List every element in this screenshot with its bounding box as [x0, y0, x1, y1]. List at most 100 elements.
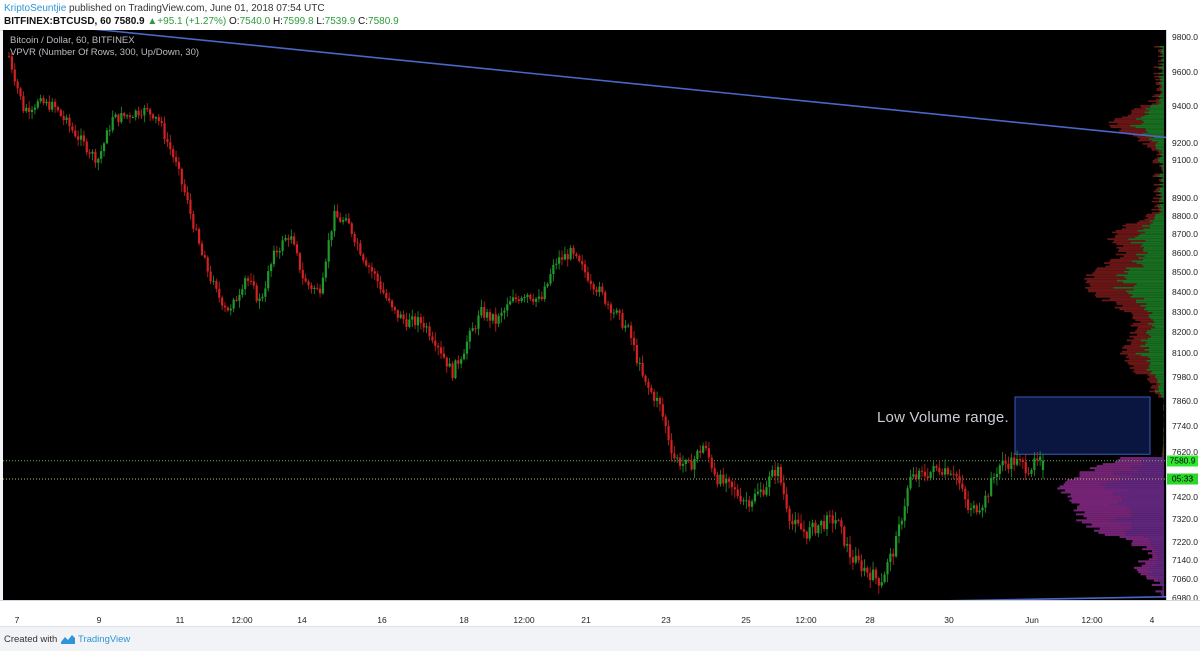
candle-body [748, 500, 750, 506]
candle-body [152, 114, 154, 118]
candle-body [981, 508, 983, 511]
volume-profile-bar-up [1153, 319, 1164, 321]
candle-body [365, 260, 367, 265]
volume-profile-bar-up [1158, 191, 1164, 193]
candle-body [532, 299, 534, 302]
volume-profile-bar-up [1162, 167, 1164, 169]
candle-body [495, 314, 497, 324]
volume-profile-bar-down [1133, 314, 1149, 316]
volume-profile-bar-down [1097, 267, 1126, 269]
volume-profile-bar-up [1124, 271, 1164, 273]
volume-profile-bar-down [1090, 285, 1134, 287]
volume-profile-bar-up [1158, 387, 1164, 389]
volume-profile-bar-down [1148, 380, 1157, 382]
volume-profile-bar-up [1147, 310, 1164, 312]
candle-body [235, 300, 237, 301]
volume-profile-bar-up [1134, 475, 1164, 477]
volume-profile-bar-up [1162, 93, 1164, 95]
volume-profile-bar-down [1162, 54, 1163, 56]
volume-profile-bar-up [1130, 296, 1164, 298]
volume-profile-bar-down [1163, 48, 1164, 50]
candle-body [967, 499, 969, 510]
candle-body [440, 347, 442, 353]
volume-profile-bar-down [1153, 162, 1160, 164]
candle-body [397, 310, 399, 318]
volume-profile-bar-down [1133, 323, 1148, 325]
candle-body [391, 301, 393, 307]
legend-title[interactable]: Bitcoin / Dollar, 60, BITFINEX [10, 35, 199, 47]
candle-body [855, 556, 857, 563]
candle-body [106, 130, 108, 143]
volume-profile-bar-up [1159, 201, 1164, 203]
volume-profile-bar-down [1159, 211, 1162, 213]
candle-body [728, 479, 730, 482]
candle-body [800, 523, 802, 529]
candle-body [264, 288, 266, 296]
candle-body [94, 152, 96, 163]
volume-profile-bar-up [1117, 280, 1164, 282]
volume-profile-bar-down [1123, 245, 1140, 247]
tradingview-link[interactable]: TradingView [78, 634, 130, 645]
candle-body [63, 116, 65, 120]
low-volume-range-box[interactable] [1015, 397, 1150, 454]
candle-body [944, 468, 946, 474]
candle-body [676, 458, 678, 459]
volume-profile-bar-down [1122, 116, 1141, 118]
candle-body [382, 290, 384, 293]
volume-profile-bar-up [1147, 131, 1164, 133]
candle-body [356, 242, 358, 243]
candle-body [633, 338, 635, 345]
chart-legend: Bitcoin / Dollar, 60, BITFINEX VPVR (Num… [10, 35, 199, 59]
volume-profile-bar-down [1065, 481, 1109, 483]
candle-body [886, 562, 888, 574]
volume-profile-bar-up [1128, 273, 1164, 275]
volume-profile-bar-down [1117, 303, 1146, 305]
volume-profile-bar-down [1119, 309, 1143, 311]
candle-body [1019, 459, 1021, 460]
candle-body [659, 398, 661, 404]
candle-body [739, 496, 741, 501]
volume-profile-bar-down [1088, 289, 1134, 291]
author-link[interactable]: KriptoSeuntjie [4, 3, 66, 14]
price-tick: 8400.0 [1172, 287, 1198, 297]
chart-pane[interactable] [3, 30, 1166, 600]
candle-body [374, 271, 376, 273]
volume-profile-bar-down [1131, 325, 1152, 327]
footer: Created with TradingView [0, 626, 1200, 651]
tradingview-logo-icon[interactable] [60, 632, 76, 650]
volume-profile-bar-up [1148, 365, 1164, 367]
volume-profile-bar-down [1090, 467, 1131, 469]
volume-profile-bar-down [1124, 255, 1145, 257]
candle-body [68, 118, 70, 127]
candle-body [901, 521, 903, 525]
volume-profile-bar-down [1126, 223, 1151, 225]
candle-body [449, 364, 451, 367]
volume-profile-bar-up [1158, 141, 1164, 143]
volume-profile-bar-down [1142, 143, 1156, 145]
candle-body [224, 306, 226, 308]
low-volume-annotation[interactable]: Low Volume range. [877, 409, 1009, 426]
volume-profile-bar-down [1116, 254, 1136, 256]
volume-profile-bar-up [1147, 330, 1164, 332]
candle-body [763, 490, 765, 495]
legend-indicator[interactable]: VPVR (Number Of Rows, 300, Up/Down, 30) [10, 47, 199, 59]
volume-profile-bar-down [1155, 189, 1159, 191]
volume-profile-bar-down [1160, 93, 1162, 95]
volume-profile-bar-up [1116, 274, 1164, 276]
volume-profile-bar-down [1085, 287, 1113, 289]
candle-body [515, 297, 517, 299]
volume-profile-bar-up [1145, 128, 1164, 130]
volume-profile-bar-down [1154, 184, 1160, 186]
candle-body [567, 254, 569, 259]
volume-profile-bar-down [1135, 330, 1147, 332]
candle-body [719, 475, 721, 485]
volume-profile-bar-up [1124, 276, 1164, 278]
volume-profile-bar-up [1148, 338, 1164, 340]
volume-profile-bar-up [1123, 282, 1164, 284]
volume-profile-bar-up [1137, 230, 1164, 232]
volume-profile-bar-down [1086, 526, 1132, 528]
chart-canvas[interactable] [3, 30, 1166, 600]
volume-profile-bar-down [1159, 199, 1162, 201]
